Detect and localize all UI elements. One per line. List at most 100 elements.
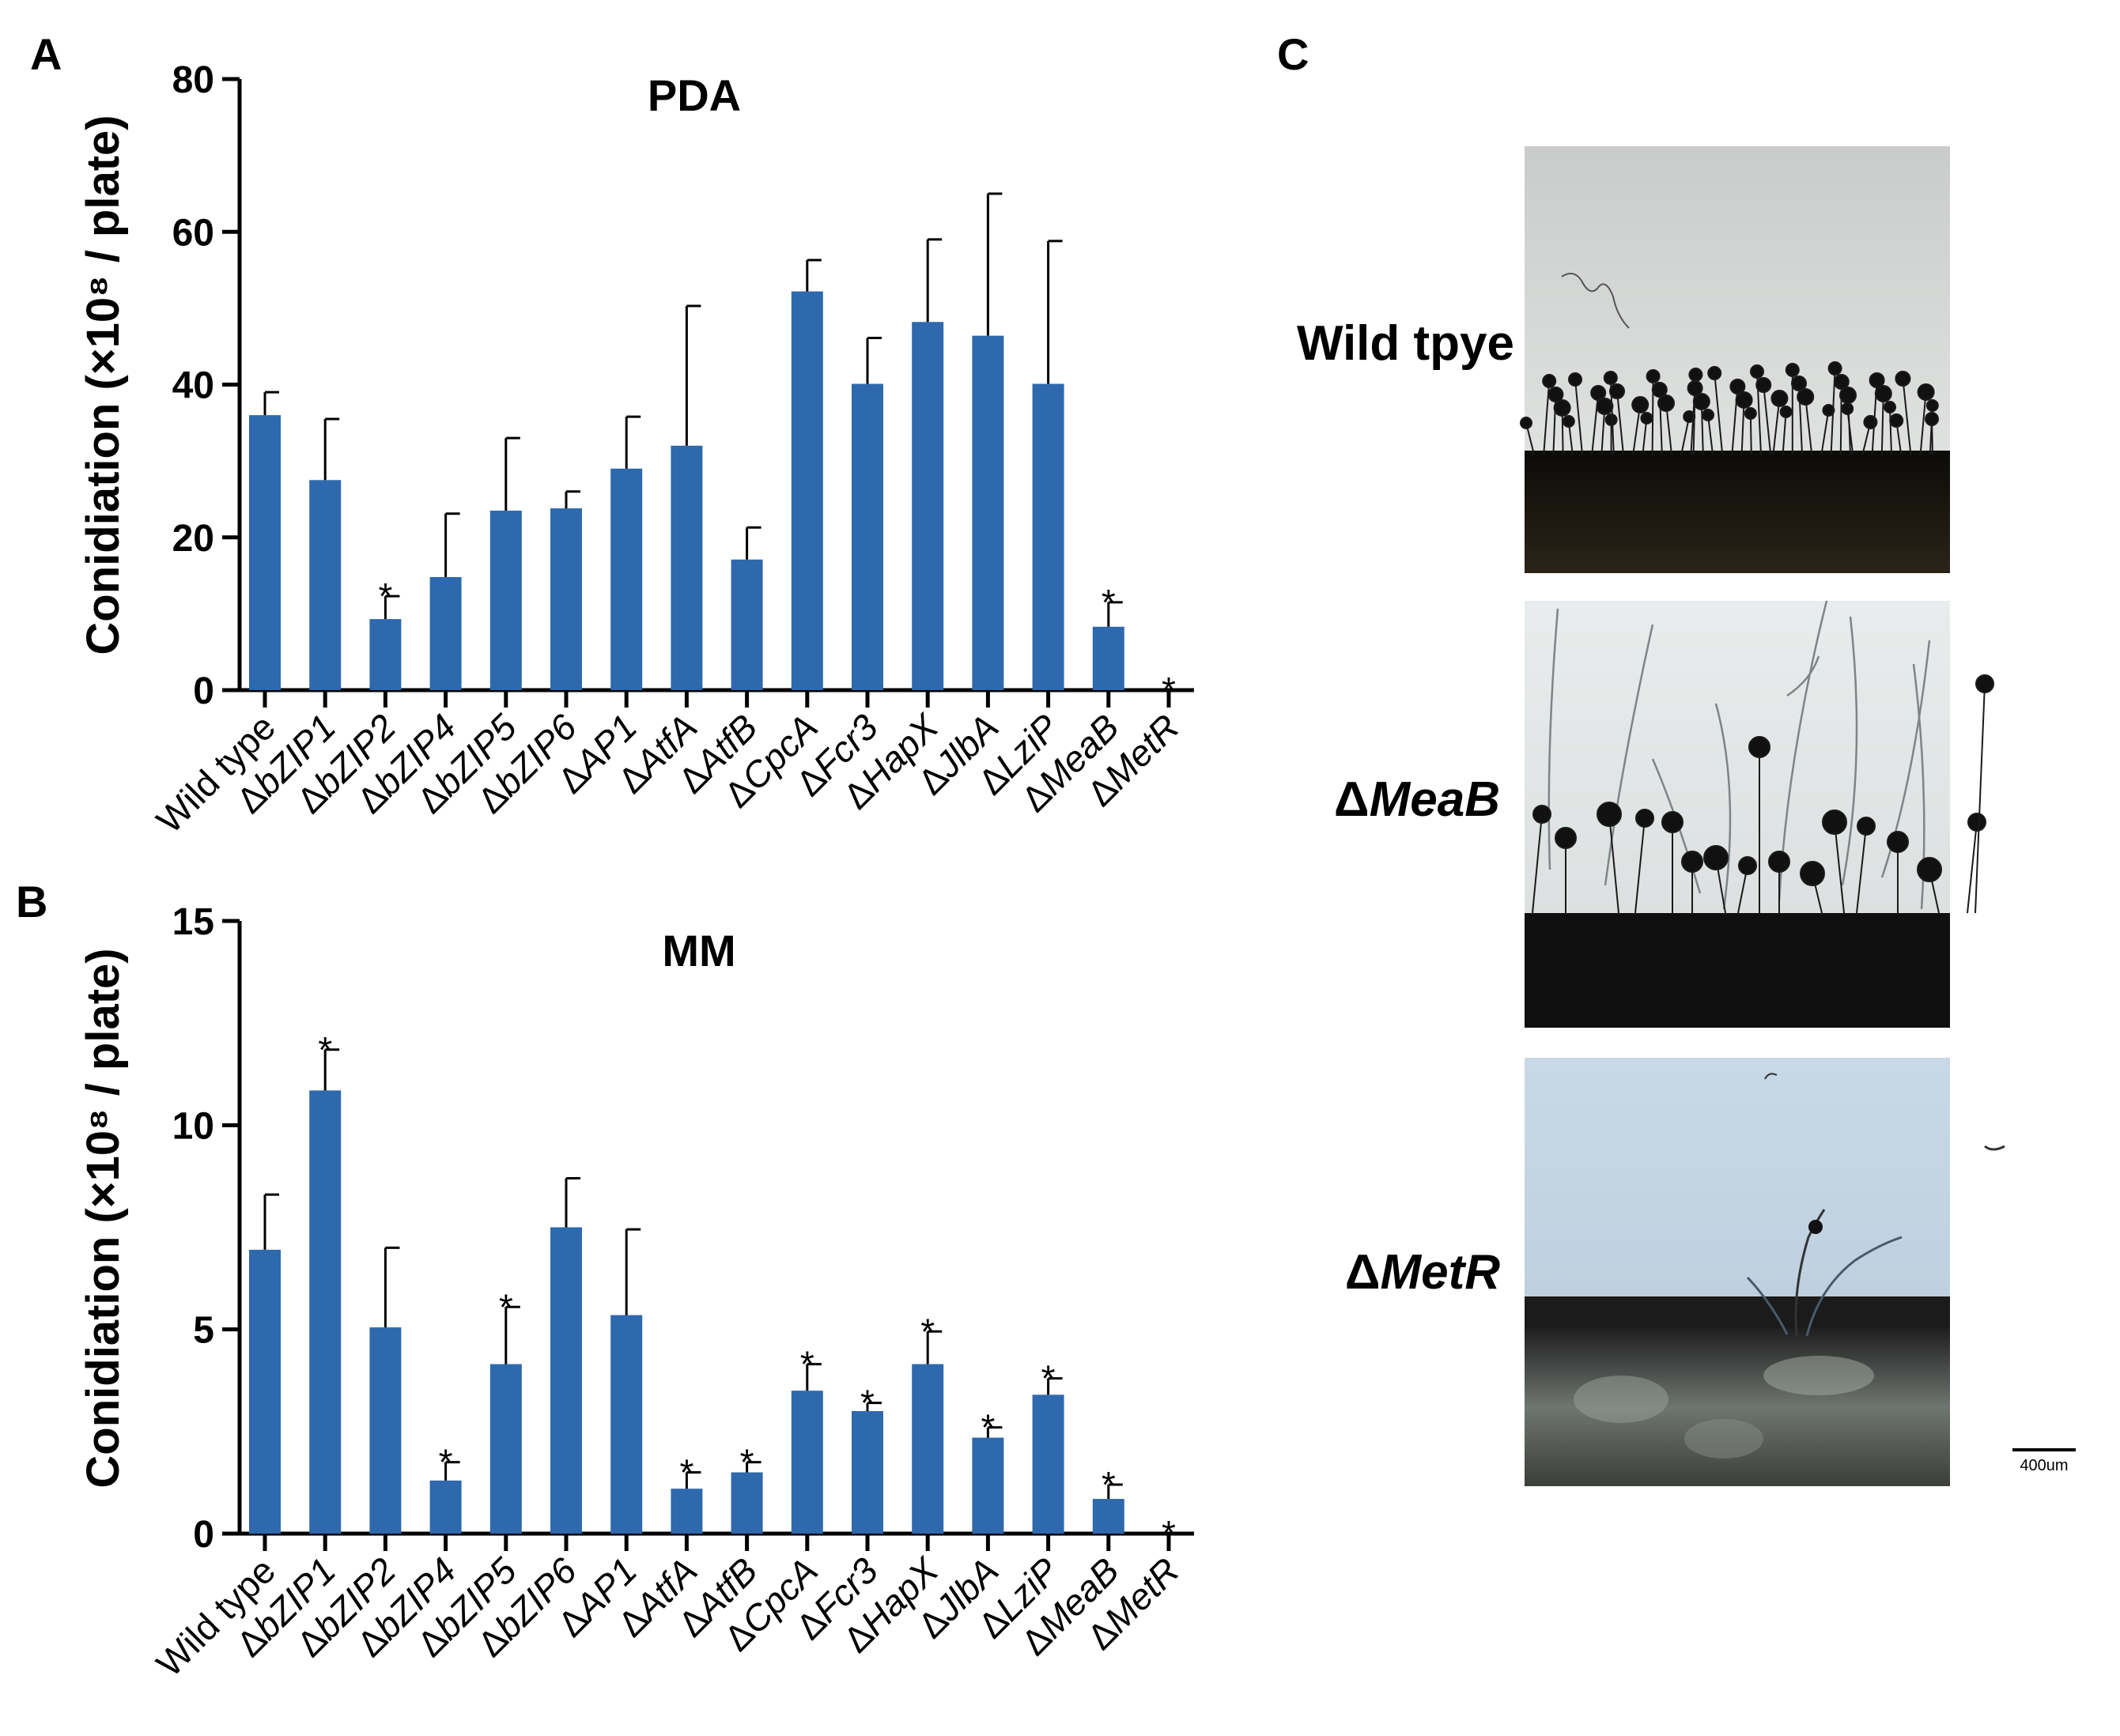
conidial-head	[1895, 371, 1911, 387]
conidial-head	[1874, 385, 1892, 402]
significance-star: *	[439, 1442, 453, 1483]
conidial-head	[1702, 409, 1714, 421]
conidial-head	[1631, 396, 1650, 413]
conidial-head	[1791, 376, 1807, 391]
conidiophore-stalk	[1975, 683, 1986, 914]
bar	[731, 1472, 763, 1534]
conidial-head	[1568, 372, 1582, 387]
y-tick-label: 20	[172, 518, 214, 560]
y-tick-label: 80	[172, 59, 214, 101]
photo-panel: 400um Wild tpye ΔMeaB ΔMetR	[1297, 146, 2076, 1486]
bar	[1092, 1499, 1124, 1534]
conidial-head	[1603, 371, 1618, 385]
bar	[610, 1315, 643, 1534]
conidial-head	[1827, 361, 1842, 376]
significance-star: *	[378, 576, 392, 617]
y-tick-label: 10	[172, 1105, 214, 1147]
bar	[489, 1364, 522, 1534]
conidial-head	[1640, 412, 1653, 425]
bar	[1032, 1394, 1064, 1534]
conidial-head	[1869, 372, 1885, 388]
chart-title: MM	[662, 926, 735, 976]
conidial-head	[1692, 393, 1710, 410]
conidial-head	[1744, 407, 1757, 420]
panel-letter-c: C	[1277, 29, 1309, 79]
bar	[550, 1227, 582, 1534]
conidial-head	[1779, 406, 1793, 418]
conidial-head	[1555, 827, 1577, 849]
conidiophore-stalk	[1634, 817, 1646, 914]
y-tick-label: 40	[172, 365, 214, 407]
conidial-head	[1562, 415, 1575, 428]
chart-pda: PDA Conidiation (×10⁸ / plate) 0 20 40 60 80…	[77, 59, 1194, 841]
significance-star: *	[860, 1383, 875, 1424]
conidial-head	[1651, 382, 1668, 398]
hypha	[1604, 624, 1654, 886]
bar	[912, 322, 944, 690]
conidial-head	[1839, 387, 1857, 404]
conidial-head	[1822, 404, 1835, 417]
panel-letter-a: A	[30, 29, 62, 79]
conidiophore-stalk	[1782, 411, 1787, 455]
conidial-head	[1738, 856, 1757, 875]
significance-star: *	[920, 1311, 935, 1352]
conidial-head	[1822, 810, 1847, 835]
bar	[671, 1489, 703, 1534]
conidial-head	[1597, 802, 1622, 827]
conidial-head	[1661, 811, 1684, 833]
conidial-head	[1547, 387, 1564, 402]
conidial-head	[1703, 845, 1729, 870]
significance-star: *	[1162, 1513, 1176, 1554]
conidial-head	[1553, 399, 1571, 417]
bar	[369, 1327, 402, 1534]
conidial-head	[1707, 366, 1722, 380]
bars: * * * * * * * * * * * *	[249, 1029, 1176, 1554]
conidial-head	[1688, 368, 1703, 382]
bar	[852, 1411, 883, 1534]
conidial-head	[1925, 399, 1939, 412]
conidial-head	[1785, 363, 1800, 377]
bar	[309, 480, 342, 690]
conidial-head	[1755, 377, 1772, 393]
bar	[249, 1249, 281, 1534]
conidiophore-stalk	[1880, 393, 1884, 455]
conidiophore-stalk	[1707, 414, 1714, 455]
conidial-head	[1770, 390, 1789, 407]
significance-star: *	[800, 1344, 814, 1385]
hypha	[1841, 616, 1858, 886]
x-tick-labels: Wild typeΔbZIP1ΔbZIP2ΔbZIP4ΔbZIP5ΔbZIP6Δ…	[149, 1549, 1188, 1685]
conidial-head	[1750, 364, 1764, 379]
significance-star: *	[981, 1407, 995, 1448]
y-tick-label: 15	[172, 901, 214, 943]
conidial-head	[1967, 813, 1986, 832]
conidiophore-stalk	[1740, 399, 1745, 455]
bar	[429, 576, 462, 690]
conidiophore-stalk	[1804, 396, 1813, 455]
conidial-head	[1797, 388, 1815, 406]
bar	[791, 291, 823, 690]
conidial-head	[1687, 380, 1703, 396]
conidiophore-stalk	[1820, 409, 1830, 455]
conidial-head	[1657, 394, 1675, 412]
conidiophore-stalk	[1919, 391, 1927, 455]
bar	[671, 445, 703, 690]
y-tick-label: 5	[193, 1310, 214, 1352]
conidial-head	[1735, 391, 1753, 409]
conidial-head	[1800, 861, 1825, 886]
bar	[610, 468, 643, 690]
conidial-head	[1609, 383, 1625, 399]
bar	[309, 1090, 342, 1534]
conidial-head	[1520, 417, 1532, 429]
conidiophore-stalk	[1608, 813, 1619, 914]
significance-star: *	[318, 1029, 332, 1070]
conidial-head	[1917, 383, 1935, 401]
significance-star: *	[1102, 582, 1116, 623]
conidial-head	[1604, 413, 1618, 426]
y-axis-label: Conidiation (×10⁸ / plate)	[77, 115, 129, 655]
y-tick-label: 60	[172, 212, 214, 254]
micrograph-wild-type	[1520, 146, 1950, 573]
conidial-head	[1768, 851, 1790, 873]
bar	[249, 415, 281, 690]
micrograph-meab	[1525, 600, 1994, 1028]
significance-star: *	[740, 1442, 754, 1483]
